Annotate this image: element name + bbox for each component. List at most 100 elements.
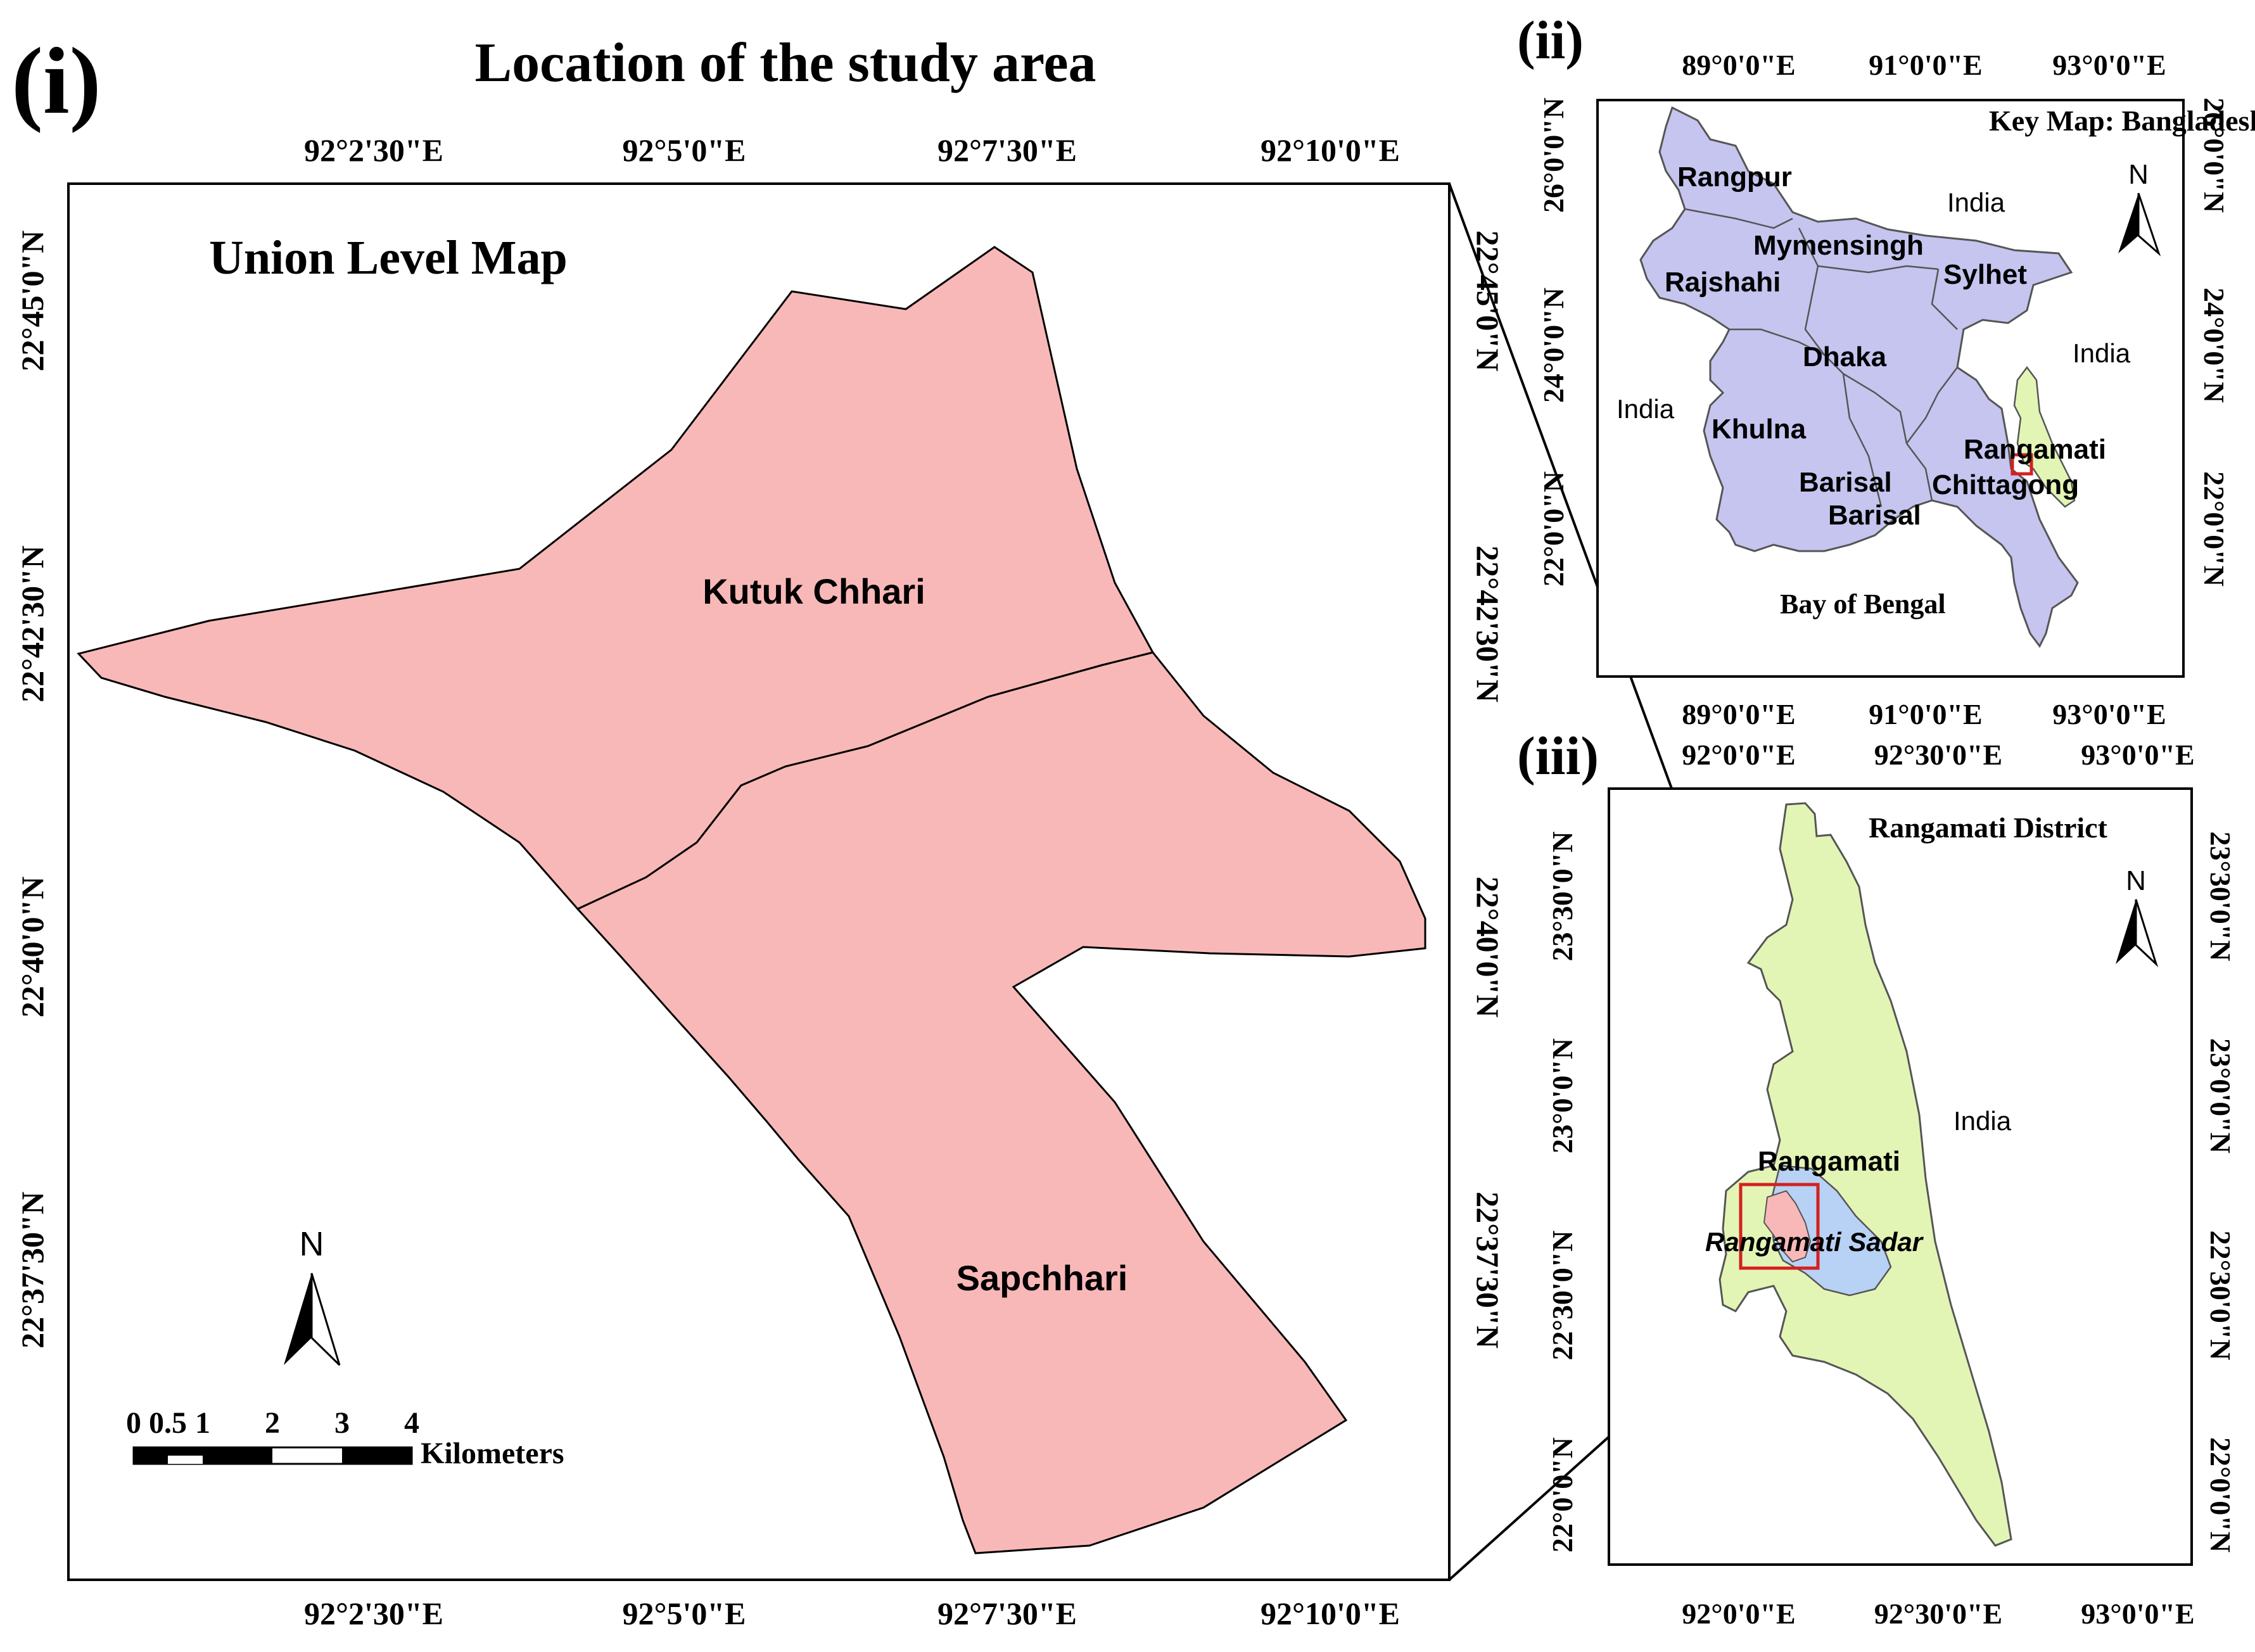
rangamati-district-shape (2013, 365, 2076, 508)
lon-tick-label: 91°0'0"E (1869, 49, 1982, 81)
lon-tick-label: 92°0'0"E (1682, 739, 1795, 771)
lon-tick-label: 92°0'0"E (1682, 1598, 1795, 1630)
panel-iii-left-lat-ticks: 23°30'0"N 23°0'0"N 22°30'0"N 22°0'0"N (1546, 832, 1578, 1553)
lon-tick-label: 91°0'0"E (1869, 698, 1982, 730)
panel-i-label: (i) (11, 29, 101, 134)
panel-i-left-lat-ticks: 22°45'0"N 22°42'30"N 22°40'0"N 22°37'30"… (15, 231, 50, 1349)
lat-tick-label: 22°30'0"N (1546, 1231, 1578, 1361)
lat-tick-label: 22°37'30"N (15, 1191, 50, 1349)
lon-tick-label: 92°5'0"E (623, 132, 746, 168)
division-label-dhaka: Dhaka (1803, 341, 1887, 372)
panel-iii-label: (iii) (1517, 725, 1599, 786)
rangamati-sadar-shape (1769, 1164, 1892, 1297)
place-label-india: India (1953, 1106, 2012, 1136)
union-label-kutuk-chhari: Kutuk Chhari (702, 571, 925, 611)
panel-iii-north-arrow-icon: N (2116, 865, 2159, 968)
lat-tick-label: 24°0'0"N (1537, 288, 1570, 403)
division-label-barisal-2: Barisal (1828, 500, 1921, 531)
lat-tick-label: 26°0'0"N (2198, 98, 2230, 213)
panel-ii-top-lon-ticks: 89°0'0"E 91°0'0"E 93°0'0"E (1682, 49, 2166, 81)
lon-tick-label: 92°2'30"E (304, 132, 443, 168)
panel-ii-north-arrow-icon: N (2118, 159, 2161, 257)
study-area-highlight-box (2010, 453, 2033, 476)
division-labels: Rangpur Mymensingh Sylhet Rajshahi Dhaka… (1665, 162, 2106, 531)
panel-i-scale-bar: 0 0.5 1 2 3 4 Kilometers (126, 1406, 564, 1470)
lon-tick-label: 92°10'0"E (1261, 132, 1400, 168)
panel-iii-bottom-lon-ticks: 92°0'0"E 92°30'0"E 93°0'0"E (1682, 1598, 2194, 1630)
study-area-highlight-box (1739, 1183, 1820, 1270)
lon-tick-label: 93°0'0"E (2052, 49, 2166, 81)
lon-tick-label: 92°30'0"E (1874, 1598, 2002, 1630)
north-letter: N (2126, 865, 2146, 896)
lon-tick-label: 92°7'30"E (937, 132, 1077, 168)
scale-tick-label: 0.5 (149, 1406, 187, 1440)
scale-tick-label: 2 (265, 1406, 280, 1440)
lat-tick-label: 23°30'0"N (1546, 832, 1578, 962)
study-area-shape (1763, 1190, 1812, 1263)
panel-ii-title: Key Map: Bangladesh (1989, 105, 2255, 137)
panel-i-top-lon-ticks: 92°2'30"E 92°5'0"E 92°7'30"E 92°10'0"E (304, 132, 1400, 168)
division-label-rajshahi: Rajshahi (1665, 267, 1781, 298)
panel-i-title: Location of the study area (474, 32, 1096, 94)
lat-tick-label: 22°40'0"N (15, 877, 50, 1018)
lat-tick-label: 22°42'30"N (15, 545, 50, 702)
division-label-sylhet: Sylhet (1943, 259, 2027, 290)
lat-tick-label: 26°0'0"N (1537, 98, 1570, 213)
lon-tick-label: 89°0'0"E (1682, 698, 1795, 730)
lat-tick-label: 22°0'0"N (1546, 1437, 1578, 1553)
panel-iii-right-lat-ticks: 23°30'0"N 23°0'0"N 22°30'0"N 22°0'0"N (2204, 832, 2237, 1553)
lon-tick-label: 89°0'0"E (1682, 49, 1795, 81)
division-label-barisal: Barisal (1799, 467, 1892, 498)
upazila-label-rangamati-sadar: Rangamati Sadar (1705, 1227, 1924, 1257)
lat-tick-label: 22°45'0"N (15, 231, 50, 372)
place-label-india: India (1617, 394, 1675, 424)
lon-tick-label: 92°2'30"E (304, 1596, 443, 1631)
panel-ii-left-lat-ticks: 26°0'0"N 24°0'0"N 22°0'0"N (1537, 98, 1570, 587)
lon-tick-label: 92°10'0"E (1261, 1596, 1400, 1631)
scale-units: Kilometers (421, 1437, 564, 1470)
lat-tick-label: 22°0'0"N (2198, 471, 2230, 587)
lat-tick-label: 22°40'0"N (1470, 877, 1506, 1018)
union-label-sapchhari: Sapchhari (956, 1258, 1128, 1298)
panel-i-subtitle: Union Level Map (209, 231, 568, 284)
lat-tick-label: 22°0'0"N (2204, 1437, 2237, 1553)
district-label-rangamati: Rangamati (1758, 1146, 1900, 1177)
division-label-chittagong: Chittagong (1932, 469, 2079, 500)
lon-tick-label: 93°0'0"E (2081, 739, 2194, 771)
lon-tick-label: 93°0'0"E (2081, 1598, 2194, 1630)
panel-ii-right-lat-ticks: 26°0'0"N 24°0'0"N 22°0'0"N (2198, 98, 2230, 587)
lon-tick-label: 93°0'0"E (2052, 698, 2166, 730)
panel-iii-title: Rangamati District (1869, 811, 2108, 844)
division-boundaries (1684, 208, 1958, 507)
panel-ii-label: (ii) (1517, 10, 1584, 70)
north-letter: N (2128, 159, 2149, 190)
panel-ii-bottom-lon-ticks: 89°0'0"E 91°0'0"E 93°0'0"E (1682, 698, 2166, 730)
place-labels: India India India (1617, 187, 2131, 424)
lat-tick-label: 23°30'0"N (2204, 832, 2237, 962)
bangladesh-country-shape (1639, 106, 2079, 648)
lat-tick-label: 24°0'0"N (2198, 288, 2230, 403)
lon-tick-label: 92°5'0"E (623, 1596, 746, 1631)
lat-tick-label: 23°0'0"N (1546, 1038, 1578, 1153)
place-label-india: India (1947, 187, 2005, 217)
lat-tick-label: 22°0'0"N (1537, 471, 1570, 587)
division-label-rangpur: Rangpur (1677, 162, 1792, 193)
lat-tick-label: 22°42'30"N (1470, 545, 1506, 702)
scale-tick-label: 1 (195, 1406, 210, 1440)
lon-tick-label: 92°30'0"E (1874, 739, 2002, 771)
scale-tick-label: 4 (404, 1406, 419, 1440)
division-label-khulna: Khulna (1712, 414, 1807, 445)
lat-tick-label: 23°0'0"N (2204, 1038, 2237, 1153)
north-letter: N (300, 1225, 324, 1263)
panel-i-north-arrow-icon: N (284, 1225, 341, 1366)
lon-tick-label: 92°7'30"E (937, 1596, 1077, 1631)
union-sapchhari (576, 651, 1426, 1554)
scale-tick-label: 0 (126, 1406, 141, 1440)
district-label-rangamati: Rangamati (1964, 434, 2106, 465)
panel-i-right-lat-ticks: 22°45'0"N 22°42'30"N 22°40'0"N 22°37'30"… (1470, 231, 1506, 1349)
rangamati-district-shape (1718, 802, 2012, 1547)
scale-tick-label: 3 (334, 1406, 350, 1440)
panel-iii-top-lon-ticks: 92°0'0"E 92°30'0"E 93°0'0"E (1682, 739, 2194, 771)
lat-tick-label: 22°30'0"N (2204, 1231, 2237, 1361)
